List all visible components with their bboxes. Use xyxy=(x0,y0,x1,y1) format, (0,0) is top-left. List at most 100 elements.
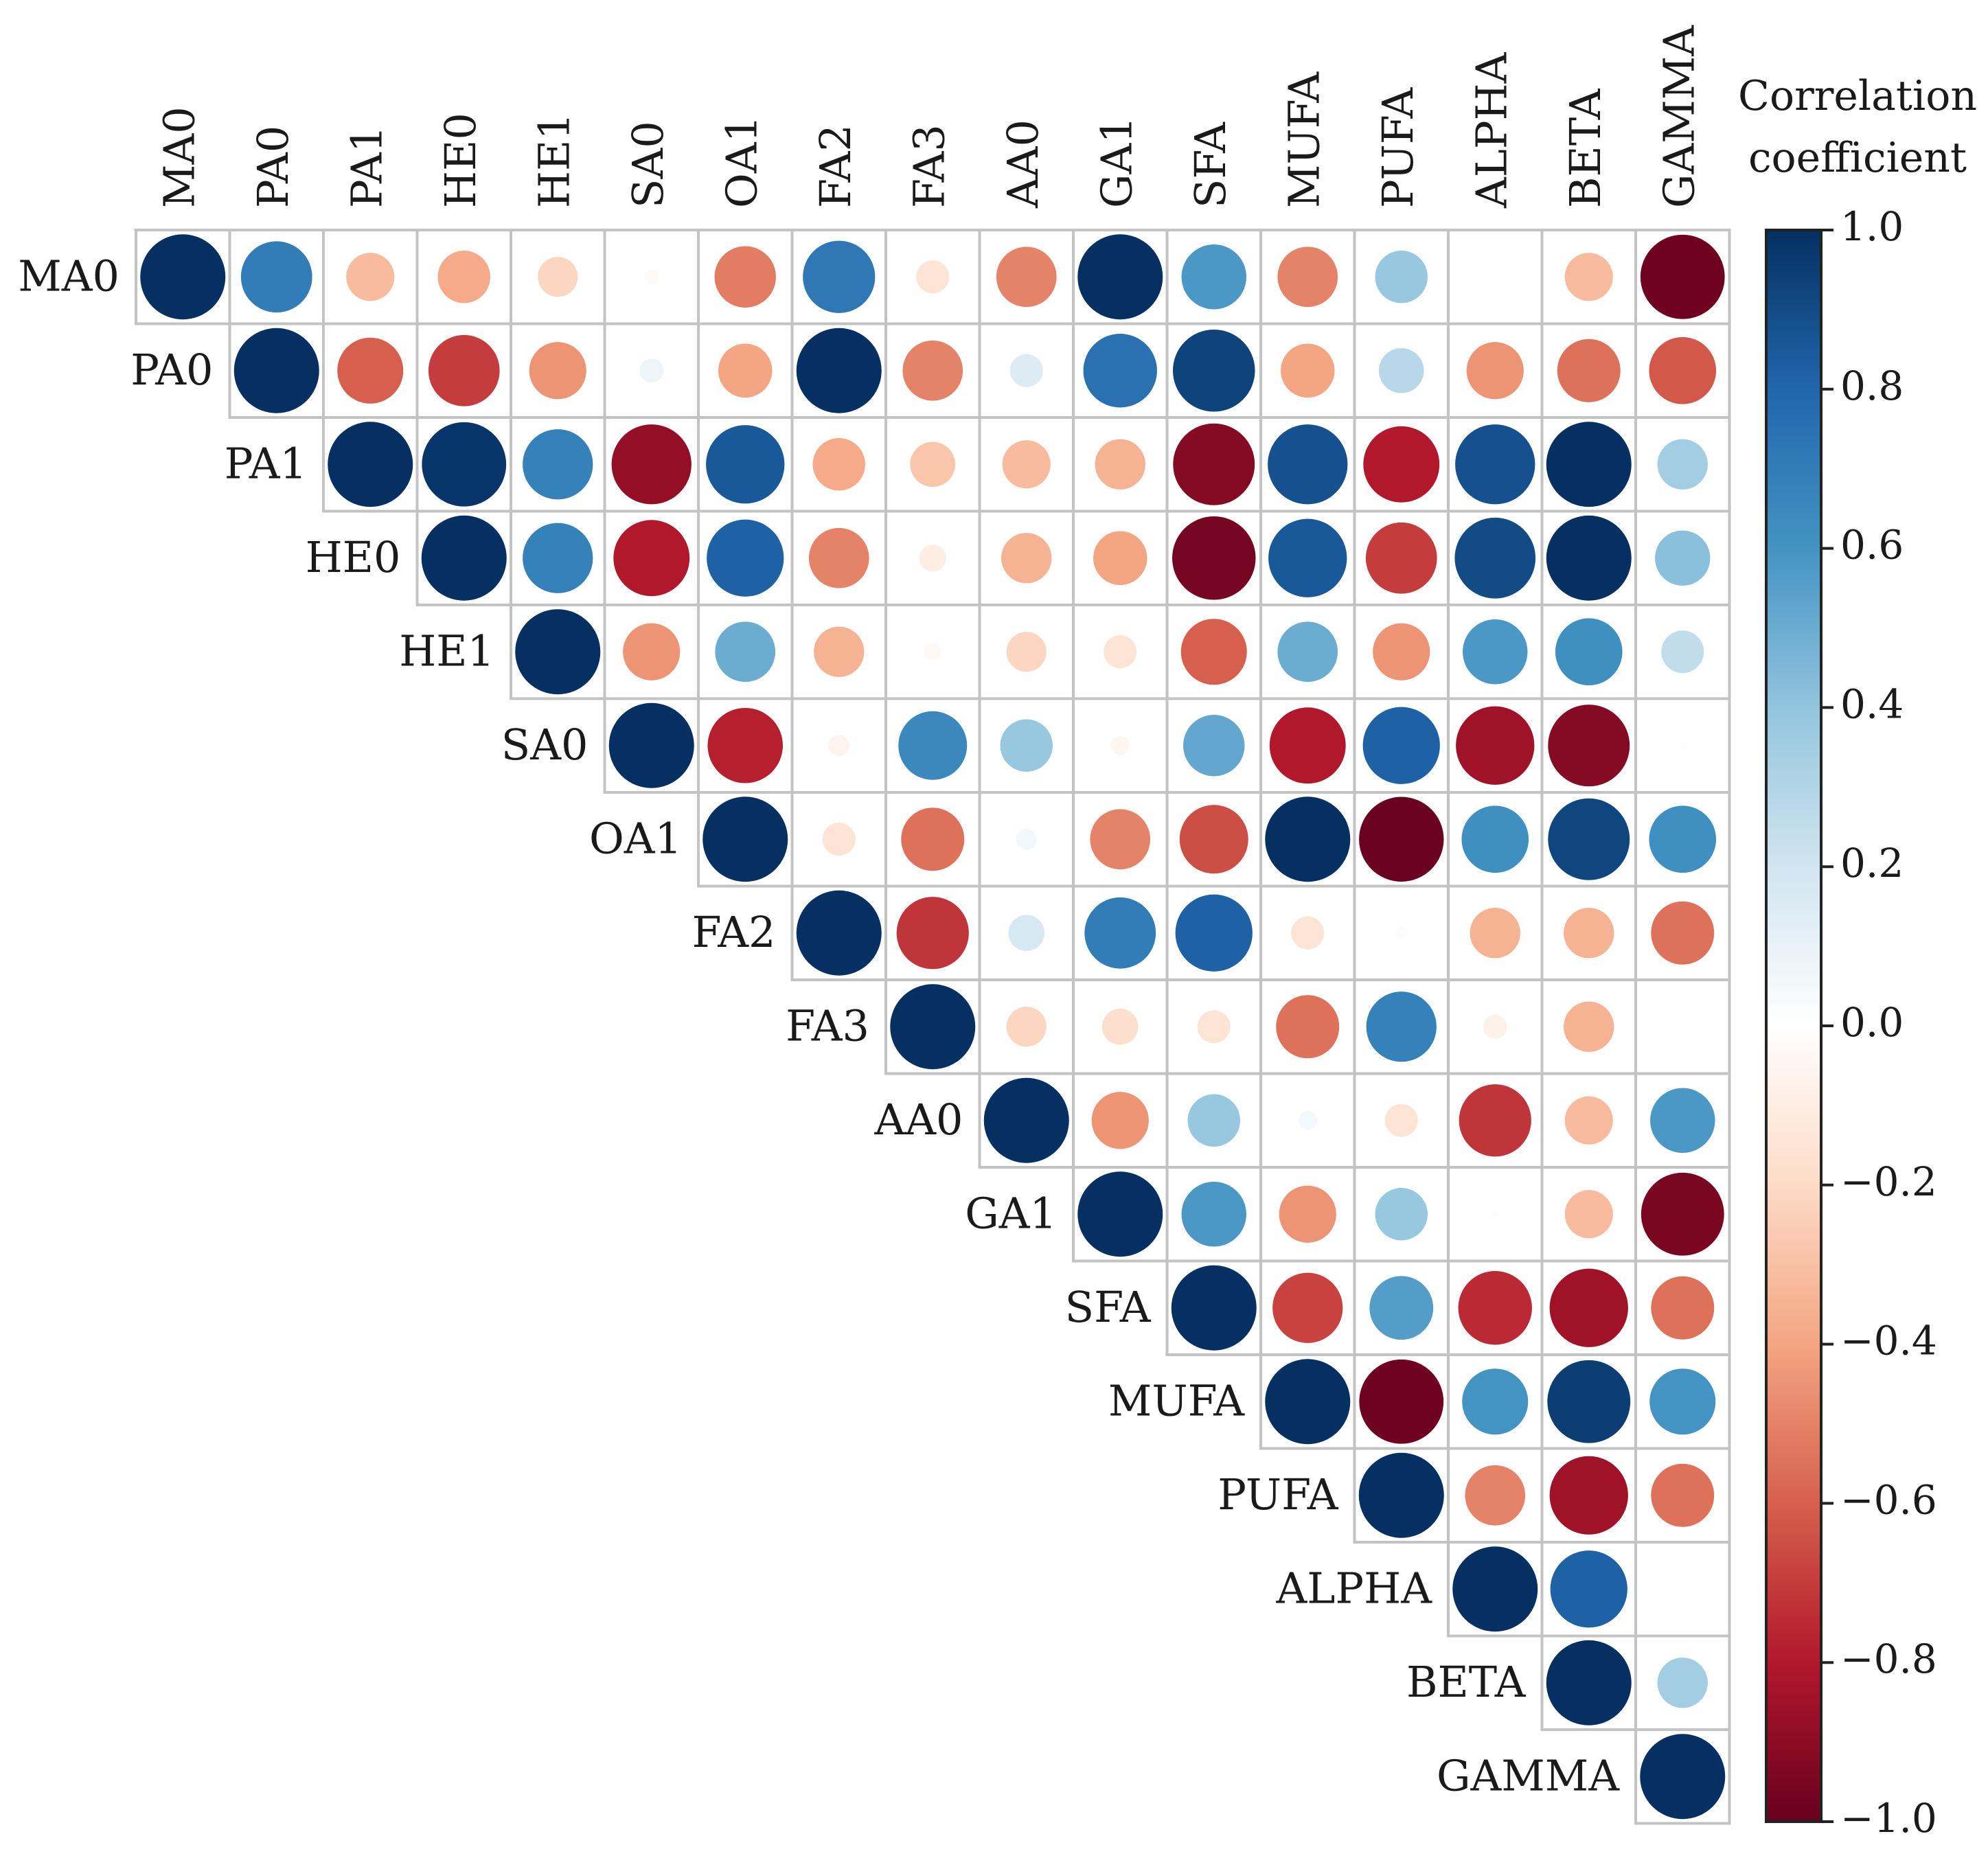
column-label-mufa: MUFA xyxy=(1279,71,1329,208)
column-label-pa0: PA0 xyxy=(248,126,298,208)
corr-circle-ga1-gamma xyxy=(1641,1172,1724,1256)
colorbar: Correlation coefficient 1.0 0.8 0.6 0.4 0.2 0… xyxy=(1738,72,1977,1842)
corr-circle-pa1-he0 xyxy=(422,422,507,507)
corr-circle-ma0-he0 xyxy=(437,251,490,303)
row-label-oa1: OA1 xyxy=(589,813,682,863)
colorbar-tick-label: 0.8 xyxy=(1840,363,1904,409)
corr-circle-ma0-he1 xyxy=(538,257,578,297)
corr-circle-fa2-aa0 xyxy=(1008,915,1045,952)
corr-circle-ga1-ga1 xyxy=(1077,1171,1163,1257)
corr-circle-pufa-gamma xyxy=(1651,1463,1715,1527)
colorbar-tick-label: 0.2 xyxy=(1840,840,1904,886)
corr-circle-ma0-sa0 xyxy=(644,269,659,284)
corr-circle-he1-aa0 xyxy=(1006,632,1047,672)
corr-circle-he1-he1 xyxy=(515,609,601,695)
corr-circle-oa1-alpha xyxy=(1461,805,1529,873)
column-label-ma0: MA0 xyxy=(154,106,204,208)
row-label-gamma: GAMMA xyxy=(1437,1750,1620,1800)
corr-circle-pa1-fa2 xyxy=(812,438,865,491)
column-label-beta: BETA xyxy=(1560,88,1610,208)
grid-cell xyxy=(1634,978,1731,1075)
column-label-pa1: PA1 xyxy=(341,126,391,208)
corr-circle-he1-gamma xyxy=(1661,630,1704,674)
corr-circle-alpha-alpha xyxy=(1452,1546,1538,1632)
corr-circle-ma0-fa2 xyxy=(803,240,876,313)
corr-circle-fa2-mufa xyxy=(1291,916,1325,950)
corr-circle-sa0-sfa xyxy=(1183,715,1245,777)
corr-circle-fa2-sfa xyxy=(1175,894,1253,972)
corr-circle-he0-fa2 xyxy=(808,527,869,588)
corr-circle-mufa-gamma xyxy=(1649,1368,1716,1435)
row-label-pa1: PA1 xyxy=(225,438,307,488)
row-label-fa2: FA2 xyxy=(692,907,776,957)
row-label-sfa: SFA xyxy=(1065,1282,1152,1332)
corr-circle-pa0-mufa xyxy=(1281,343,1335,398)
row-label-he1: HE1 xyxy=(399,626,494,676)
corr-circle-sa0-alpha xyxy=(1456,706,1535,785)
corr-circle-sa0-aa0 xyxy=(1000,719,1053,772)
corr-circle-aa0-aa0 xyxy=(983,1077,1069,1163)
corr-circle-pa0-beta xyxy=(1557,339,1621,402)
colorbar-tick-label: 0.4 xyxy=(1840,680,1904,727)
corr-circle-ga1-beta xyxy=(1564,1190,1613,1239)
corr-circle-fa3-aa0 xyxy=(1006,1007,1047,1047)
corr-circle-ma0-fa3 xyxy=(916,260,950,294)
column-label-fa3: FA3 xyxy=(904,124,954,208)
corr-circle-he0-oa1 xyxy=(707,519,784,597)
corr-circle-he0-aa0 xyxy=(1001,533,1052,584)
corr-circle-fa3-ga1 xyxy=(1101,1008,1139,1045)
colorbar-tick-label: −1.0 xyxy=(1840,1795,1937,1842)
corr-circle-sa0-gamma xyxy=(1678,741,1687,750)
corr-circle-he0-beta xyxy=(1546,515,1632,601)
corr-circle-pa0-fa2 xyxy=(796,328,882,413)
corr-circle-sa0-ga1 xyxy=(1110,735,1130,755)
corr-circle-pa0-pa1 xyxy=(337,337,404,404)
corr-circle-pufa-beta xyxy=(1549,1456,1628,1535)
corr-circle-fa2-alpha xyxy=(1470,908,1520,959)
corr-circle-he0-ga1 xyxy=(1093,531,1147,585)
corr-circle-pa1-gamma xyxy=(1657,439,1708,490)
corr-circle-pa1-beta xyxy=(1546,422,1632,507)
corr-circle-he1-pufa xyxy=(1373,623,1430,680)
corr-circle-ga1-alpha xyxy=(1491,1210,1500,1219)
corr-circle-pufa-pufa xyxy=(1358,1452,1444,1538)
corr-circle-pa1-he1 xyxy=(523,429,593,500)
corr-circle-fa2-beta xyxy=(1564,908,1614,959)
corr-circle-fa3-sfa xyxy=(1197,1010,1231,1044)
corr-circle-pa0-he0 xyxy=(428,334,500,406)
corr-circle-he0-alpha xyxy=(1454,517,1536,599)
corr-circle-ma0-gamma xyxy=(1640,234,1725,319)
corr-circle-pa1-pa1 xyxy=(328,422,413,507)
corr-circle-pufa-alpha xyxy=(1465,1465,1526,1526)
corr-circle-pa1-alpha xyxy=(1455,424,1535,505)
corr-circle-sfa-gamma xyxy=(1651,1276,1715,1340)
corr-circle-oa1-aa0 xyxy=(1016,829,1037,850)
corr-circle-he1-fa2 xyxy=(814,626,865,677)
corr-circle-he0-gamma xyxy=(1655,530,1711,586)
corr-circle-pa0-alpha xyxy=(1466,342,1524,400)
corr-circle-sa0-mufa xyxy=(1269,707,1346,784)
corr-circle-aa0-alpha xyxy=(1459,1084,1531,1157)
corr-circle-he0-fa3 xyxy=(919,545,946,572)
corr-circle-mufa-mufa xyxy=(1265,1359,1351,1445)
column-labels: MA0 PA0 PA1 HE0 HE1 SA0 OA1 FA2 FA3 AA0 GA1 SFA MUFA… xyxy=(154,25,1704,209)
column-label-sfa: SFA xyxy=(1185,122,1235,208)
corr-circle-fa2-ga1 xyxy=(1084,897,1156,969)
column-label-aa0: AA0 xyxy=(998,119,1048,209)
corr-circle-sa0-fa3 xyxy=(898,711,968,780)
corr-circle-ma0-beta xyxy=(1564,253,1613,301)
corr-circle-fa3-beta xyxy=(1564,1001,1614,1052)
corr-circle-pa0-gamma xyxy=(1649,336,1717,404)
corr-circle-pa1-aa0 xyxy=(1002,440,1051,489)
corr-circle-fa3-fa3 xyxy=(890,984,976,1070)
column-label-he1: HE1 xyxy=(529,113,579,208)
corr-circle-he0-mufa xyxy=(1268,518,1347,597)
corr-circle-beta-gamma xyxy=(1657,1658,1708,1708)
column-label-fa2: FA2 xyxy=(810,124,860,208)
corr-circle-he1-fa3 xyxy=(924,643,941,661)
corr-circle-pa1-sa0 xyxy=(611,424,692,505)
corr-circle-pa0-he1 xyxy=(529,342,586,400)
row-label-sa0: SA0 xyxy=(501,720,589,770)
corr-circle-he1-alpha xyxy=(1463,619,1528,685)
